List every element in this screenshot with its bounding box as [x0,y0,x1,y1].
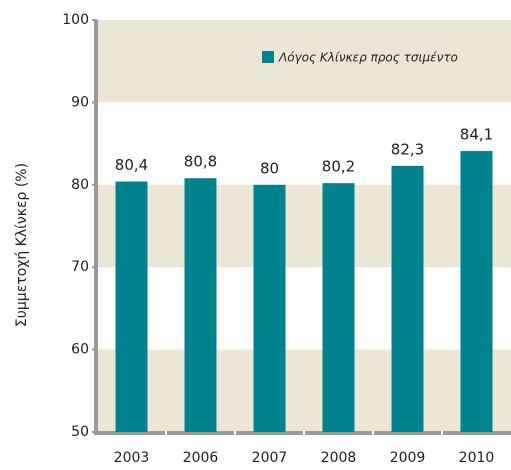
bar [253,184,286,432]
y-tick-label: 100 [62,12,89,28]
y-tick-label: 50 [71,424,89,440]
data-label: 80,2 [322,158,355,176]
x-tick-label: 2010 [459,450,495,466]
bar [460,151,493,433]
x-tick-label: 2003 [114,450,150,466]
bar [115,181,148,432]
background-band [97,349,511,432]
x-tick-label: 2008 [321,450,357,466]
data-label: 80,4 [115,156,148,174]
legend-label: Λόγος Κλίνκερ προς τσιμέντο [278,51,458,65]
data-label: 80,8 [184,153,217,171]
bar [322,183,355,432]
data-label: 80 [260,159,279,177]
y-tick-label: 60 [71,342,89,358]
legend-swatch [262,51,274,63]
bar [184,178,217,432]
x-tick-label: 2006 [183,450,219,466]
y-axis-label: Συμμετοχή Κλίνκερ (%) [14,163,30,327]
y-tick-label: 80 [71,177,89,193]
data-label: 84,1 [460,126,493,144]
data-label: 82,3 [391,140,424,158]
bar [391,165,424,432]
background-band [97,20,511,103]
y-tick-label: 70 [71,259,89,275]
x-tick-label: 2009 [390,450,426,466]
y-tick-label: 90 [71,94,89,110]
background-band [97,184,511,268]
x-tick-label: 2007 [252,450,288,466]
